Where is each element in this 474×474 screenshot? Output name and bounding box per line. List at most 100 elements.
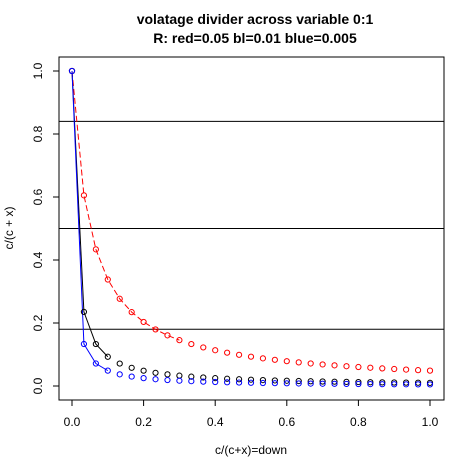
x-axis-label: c/(c+x)=down <box>215 443 287 457</box>
series-2-point-7 <box>152 376 159 383</box>
series-2-point-20 <box>307 380 314 387</box>
series-2-point-4 <box>116 371 123 378</box>
x-tick-label-4: 0.8 <box>350 415 367 429</box>
series-0-point-7 <box>152 326 159 333</box>
series-0-point-15 <box>247 353 255 360</box>
series-0-point-13 <box>224 349 231 356</box>
series-0-point-1 <box>80 192 88 199</box>
series-1-point-9 <box>176 372 183 379</box>
x-tick-label-5: 1.0 <box>422 415 439 429</box>
series-1-point-16 <box>259 377 267 384</box>
series-1-point-21 <box>319 378 326 385</box>
series-1-point-7 <box>152 369 159 376</box>
series-2-point-11 <box>200 378 207 385</box>
x-tick-label-2: 0.4 <box>207 415 224 429</box>
data-points <box>68 67 434 388</box>
y-axis-label: c/(c + x) <box>2 206 16 249</box>
series-0-point-16 <box>259 355 267 362</box>
chart-title: volatage divider across variable 0:1 <box>137 11 374 27</box>
series-1-point-19 <box>295 377 302 385</box>
series-1-point-25 <box>367 379 374 386</box>
series-1-point-23 <box>343 378 350 385</box>
series-1-point-6 <box>140 367 147 374</box>
series-2-point-14 <box>235 379 243 386</box>
series-2-point-10 <box>188 378 195 385</box>
series-2-point-5 <box>128 373 135 380</box>
series-2-point-9 <box>176 377 183 384</box>
series-2-point-0 <box>68 67 76 75</box>
series-2-point-25 <box>367 381 374 388</box>
series-0-point-10 <box>188 340 195 348</box>
series-2-point-18 <box>283 380 290 387</box>
series-1-point-12 <box>212 375 219 382</box>
series-1-point-1 <box>80 308 88 315</box>
series-2-point-29 <box>414 381 422 388</box>
series-0-point-8 <box>164 332 171 339</box>
series-1-point-26 <box>379 379 386 386</box>
series-1-point-5 <box>128 364 135 371</box>
series-0-point-22 <box>331 362 338 369</box>
series-1-point-10 <box>188 373 195 380</box>
series-0-point-9 <box>176 337 183 344</box>
series-2-point-2 <box>92 360 99 367</box>
series-2-point-6 <box>140 375 147 382</box>
series-1-point-15 <box>247 376 255 383</box>
series-0-point-19 <box>295 359 302 366</box>
series-0-point-23 <box>343 363 350 370</box>
series-0-point-26 <box>379 365 386 372</box>
series-0-point-11 <box>200 344 207 351</box>
series-2-line <box>71 70 109 372</box>
series-1-point-24 <box>355 378 362 386</box>
series-2-point-13 <box>224 379 231 386</box>
series-lines <box>71 70 180 372</box>
series-1-point-8 <box>164 371 171 378</box>
series-2-point-15 <box>247 379 255 386</box>
series-2-point-12 <box>212 378 219 386</box>
y-tick-label-4: 0.8 <box>31 125 45 142</box>
y-tick-label-0: 0.0 <box>31 377 45 394</box>
series-1-point-4 <box>116 360 123 367</box>
series-0-point-18 <box>283 358 290 365</box>
series-1-line <box>71 70 109 358</box>
x-axis: 0.0 0.2 0.4 0.6 0.8 1.0 <box>64 399 439 429</box>
chart-subtitle: R: red=0.05 bl=0.01 blue=0.005 <box>153 30 357 46</box>
series-2-point-1 <box>80 340 88 348</box>
series-1-point-18 <box>283 377 290 384</box>
y-axis: 0.0 0.2 0.4 0.6 0.8 1.0 <box>31 62 60 394</box>
series-0-point-17 <box>271 356 278 363</box>
series-1-point-22 <box>331 378 338 385</box>
series-0-point-2 <box>92 246 99 253</box>
x-tick-label-1: 0.2 <box>135 415 152 429</box>
series-0-point-25 <box>367 364 374 371</box>
series-1-point-2 <box>92 340 99 348</box>
series-2-point-27 <box>391 381 398 388</box>
series-2-point-16 <box>259 379 267 387</box>
series-1-point-3 <box>104 353 111 360</box>
series-1-point-27 <box>391 379 398 386</box>
series-2-point-30 <box>426 381 434 388</box>
series-0-point-6 <box>140 318 147 326</box>
horizontal-lines <box>59 120 444 330</box>
series-0-point-21 <box>319 361 326 368</box>
series-0-point-24 <box>355 363 362 371</box>
series-2-point-21 <box>319 380 326 387</box>
y-tick-label-5: 1.0 <box>31 62 45 79</box>
x-tick-label-0: 0.0 <box>64 415 81 429</box>
series-0-point-27 <box>391 365 398 373</box>
series-1-point-14 <box>235 376 243 383</box>
series-0-point-4 <box>116 295 123 302</box>
series-1-point-13 <box>224 375 231 382</box>
series-0-line <box>71 70 180 341</box>
series-1-point-11 <box>200 374 207 381</box>
series-0-point-29 <box>414 367 422 374</box>
y-tick-label-3: 0.6 <box>31 188 45 205</box>
series-2-point-3 <box>104 367 111 374</box>
y-tick-label-1: 0.2 <box>31 314 45 331</box>
series-0-point-14 <box>235 351 243 358</box>
series-2-point-19 <box>295 380 302 387</box>
series-0-point-28 <box>403 366 410 373</box>
series-2-point-23 <box>343 380 350 388</box>
series-2-point-17 <box>271 380 278 387</box>
series-0-point-12 <box>212 347 219 354</box>
